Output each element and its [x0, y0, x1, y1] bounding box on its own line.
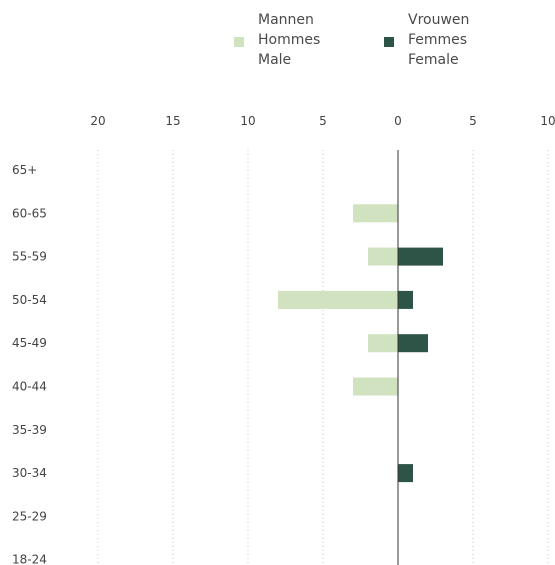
bar-male — [368, 247, 398, 266]
bar-male — [353, 377, 398, 396]
category-label: 35-39 — [12, 423, 47, 437]
bar-male — [278, 290, 398, 309]
category-label: 18-24 — [12, 553, 47, 565]
bar-female — [398, 290, 413, 309]
legend-male-label-nl: Mannen — [258, 12, 314, 28]
legend-female: Vrouwen Femmes Female — [384, 10, 470, 70]
x-tick-label: 10 — [540, 114, 555, 128]
legend-female-label-fr: Femmes — [408, 32, 468, 48]
category-label: 60-65 — [12, 206, 47, 220]
legend-female-label-nl: Vrouwen — [408, 12, 470, 28]
legend-female-swatch — [384, 37, 394, 47]
x-tick-label: 5 — [469, 114, 477, 128]
x-tick-label: 20 — [90, 114, 105, 128]
legend-male-swatch — [234, 37, 244, 47]
x-tick-label: 15 — [165, 114, 180, 128]
x-tick-label: 10 — [240, 114, 255, 128]
category-label: 50-54 — [12, 293, 47, 307]
category-label: 25-29 — [12, 509, 47, 523]
category-label: 40-44 — [12, 380, 47, 394]
legend-male-label-en: Male — [258, 52, 292, 68]
category-label: 65+ — [12, 163, 37, 177]
x-tick-label: 5 — [319, 114, 327, 128]
bar-female — [398, 247, 443, 266]
category-label: 55-59 — [12, 250, 47, 264]
bar-male — [368, 334, 398, 353]
x-tick-label: 0 — [394, 114, 402, 128]
category-label: 30-34 — [12, 466, 47, 480]
bar-male — [353, 204, 398, 223]
legend-male: Mannen Hommes Male — [234, 10, 321, 70]
category-label: 45-49 — [12, 336, 47, 350]
bar-female — [398, 334, 428, 353]
legend-female-label-en: Female — [408, 52, 459, 68]
legend-male-label-fr: Hommes — [258, 32, 321, 48]
bar-female — [398, 464, 413, 483]
